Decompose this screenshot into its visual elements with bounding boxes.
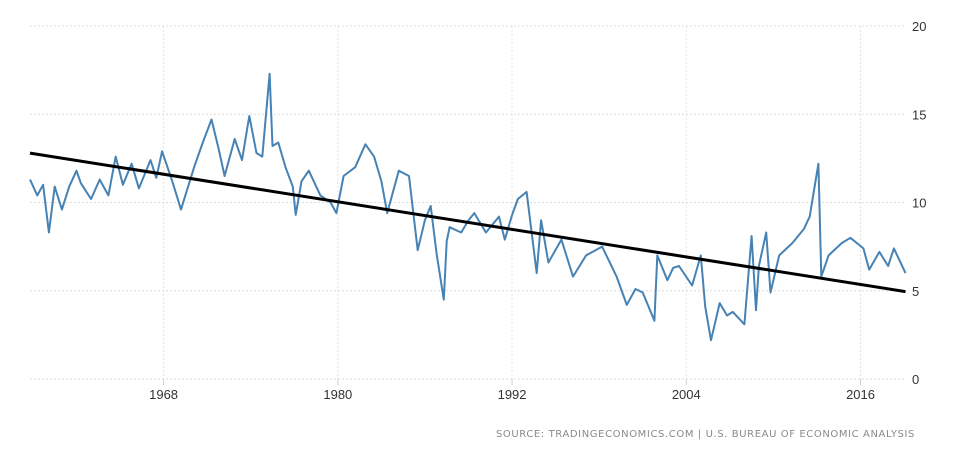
- x-tick-label: 1980: [323, 387, 352, 402]
- y-tick-label: 20: [912, 19, 926, 34]
- x-tick-label: 2016: [846, 387, 875, 402]
- y-tick-label: 10: [912, 196, 926, 211]
- y-tick-label: 0: [912, 372, 919, 387]
- series-layer: [29, 72, 907, 342]
- y-tick-label: 5: [912, 284, 919, 299]
- x-tick-label: 2004: [672, 387, 701, 402]
- y-axis: 20 15 10 5 0: [912, 19, 926, 387]
- y-tick-label: 15: [912, 107, 926, 122]
- x-axis: 1968 1980 1992 2004 2016: [149, 379, 875, 402]
- trend-line: [29, 151, 906, 294]
- data-line: [29, 72, 907, 342]
- x-tick-label: 1992: [498, 387, 527, 402]
- source-note: SOURCE: TRADINGECONOMICS.COM | U.S. BURE…: [496, 429, 915, 440]
- grid: [30, 25, 905, 380]
- x-tick-label: 1968: [149, 387, 178, 402]
